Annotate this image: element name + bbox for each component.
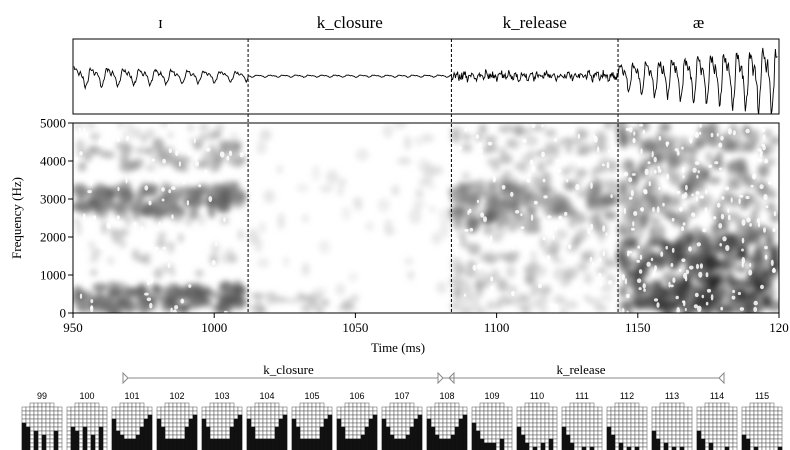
- bracket-label-0: k_closure: [263, 362, 314, 377]
- y-tick-label-2: 2000: [40, 230, 66, 245]
- segment-label-1: k_closure: [317, 13, 383, 32]
- waveform-frame: [72, 38, 780, 115]
- frame-number: 113: [665, 391, 679, 401]
- frame-108: 108: [426, 391, 468, 450]
- frame-111: 111: [561, 391, 603, 450]
- x-tick-label-5: 120: [769, 320, 789, 335]
- frame-number: 99: [37, 391, 47, 401]
- frame-103: 103: [201, 391, 243, 450]
- frame-104: 104: [246, 391, 288, 450]
- frame-thumbnails: 99 100 101 102 103 104 105 106 107 108 109 110 111 11…: [21, 391, 783, 450]
- frame-number: 101: [124, 391, 139, 401]
- frame-number: 107: [394, 391, 409, 401]
- frame-114: 114: [696, 391, 738, 450]
- x-tick-label-2: 1050: [342, 320, 368, 335]
- bracket-arrow-start-0: [122, 371, 129, 385]
- spectrogram-striations: [74, 123, 778, 313]
- frame-number: 108: [439, 391, 454, 401]
- frame-number: 110: [530, 391, 544, 401]
- bracket-label-1: k_release: [556, 362, 605, 377]
- frame-number: 100: [79, 391, 94, 401]
- x-tick-label-0: 950: [63, 320, 83, 335]
- frame-number: 112: [620, 391, 634, 401]
- x-axis: 950 1000 1050 1100 1150 120: [63, 313, 789, 335]
- frame-number: 106: [349, 391, 364, 401]
- segment-label-3: æ: [693, 13, 704, 32]
- bracket-arrow-end-1: [718, 371, 725, 385]
- y-tick-label-5: 5000: [40, 116, 66, 131]
- segment-label-2: k_release: [503, 13, 567, 32]
- x-tick-label-1: 1000: [201, 320, 227, 335]
- waveform-panel: [72, 38, 780, 115]
- frame-number: 102: [169, 391, 184, 401]
- segment-boundaries: [247, 39, 619, 313]
- frame-100: 100: [66, 391, 108, 450]
- spectrogram-panel: [72, 122, 780, 314]
- frame-102: 102: [156, 391, 198, 450]
- y-tick-label-4: 4000: [40, 154, 66, 169]
- waveform-trace: [73, 47, 778, 114]
- frame-number: 109: [484, 391, 499, 401]
- frame-105: 105: [291, 391, 333, 450]
- frame-107: 107: [381, 391, 423, 450]
- segment-label-0: ɪ: [158, 13, 163, 32]
- spectrogram-energy: [73, 123, 779, 313]
- x-tick-label-3: 1100: [484, 320, 510, 335]
- frame-113: 113: [651, 391, 693, 450]
- y-tick-label-1: 1000: [40, 268, 66, 283]
- frame-number: 111: [575, 391, 589, 401]
- x-tick-label-4: 1150: [625, 320, 651, 335]
- y-tick-label-0: 0: [60, 306, 67, 321]
- y-axis-label: Frequency (Hz): [9, 177, 24, 259]
- y-axis: 0 1000 2000 3000 4000 5000: [40, 116, 73, 321]
- frame-110: 110: [516, 391, 558, 450]
- frame-99: 99: [21, 391, 63, 450]
- bracket-arrow-start-1: [437, 371, 444, 385]
- segment-labels: ɪ k_closure k_release æ: [158, 13, 704, 32]
- frame-number: 114: [710, 391, 724, 401]
- frame-number: 104: [259, 391, 274, 401]
- frame-number: 115: [755, 391, 769, 401]
- x-axis-label: Time (ms): [371, 340, 425, 355]
- frame-106: 106: [336, 391, 378, 450]
- frame-number: 103: [214, 391, 229, 401]
- frame-115: 115: [741, 391, 783, 450]
- frame-109: 109: [471, 391, 513, 450]
- frame-112: 112: [606, 391, 648, 450]
- frame-brackets: k_closure k_release: [122, 362, 725, 385]
- y-tick-label-3: 3000: [40, 192, 66, 207]
- frame-101: 101: [111, 391, 153, 450]
- frame-number: 105: [304, 391, 319, 401]
